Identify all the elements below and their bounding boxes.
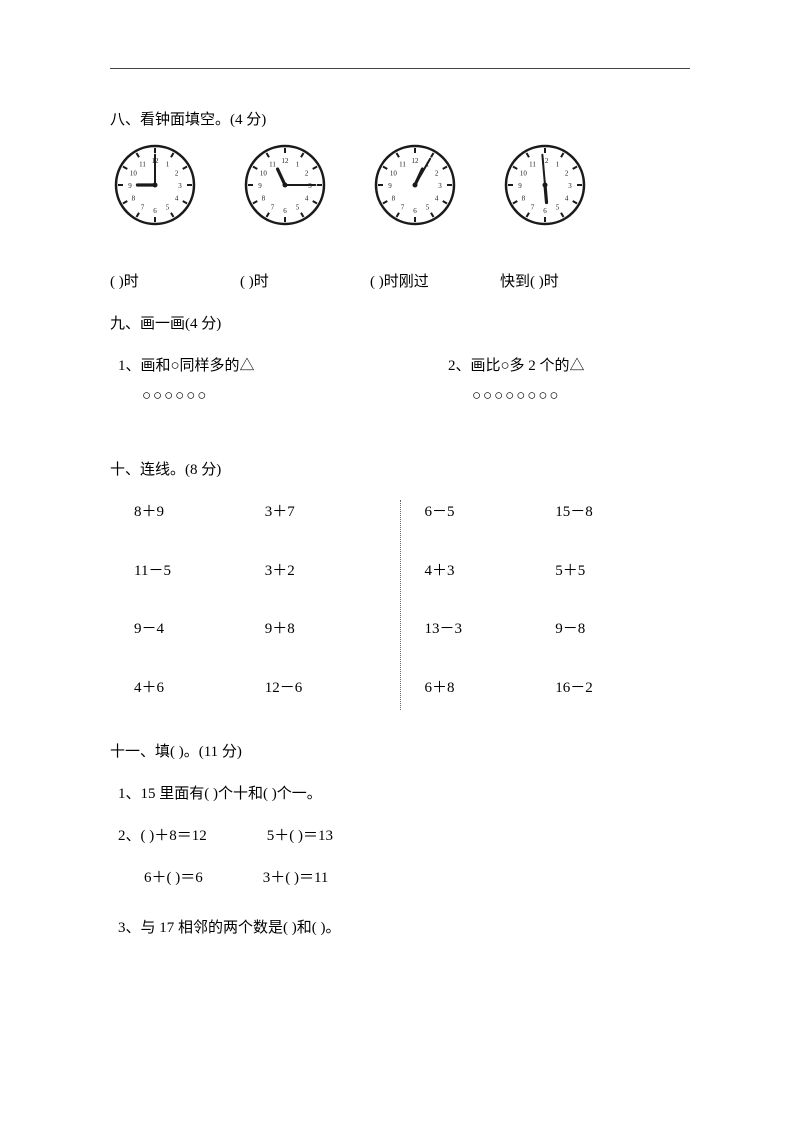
svg-text:11: 11 — [269, 160, 276, 168]
svg-text:8: 8 — [262, 195, 266, 203]
clock-label-3: ( )时刚过 — [370, 270, 500, 294]
q11-2c: 6＋( )＝6 — [144, 866, 203, 890]
connect-block: 8＋9 3＋7 11－5 3＋2 9－4 9＋8 4＋6 12－6 6－5 15… — [110, 496, 690, 710]
svg-text:2: 2 — [305, 170, 309, 178]
q11-3: 3、与 17 相邻的两个数是( )和( )。 — [118, 916, 690, 940]
svg-text:6: 6 — [283, 207, 287, 215]
clock-4: 121234567891011 — [500, 140, 590, 230]
svg-text:2: 2 — [435, 170, 439, 178]
svg-text:4: 4 — [305, 195, 309, 203]
section-11-title: 十一、填( )。(11 分) — [110, 740, 690, 764]
expr: 13－3 — [425, 617, 536, 648]
svg-text:3: 3 — [178, 182, 182, 190]
clock-3: 121234567891011 — [370, 140, 460, 230]
expr: 5＋5 — [555, 559, 666, 590]
svg-text:2: 2 — [175, 170, 179, 178]
svg-text:1: 1 — [296, 160, 300, 168]
svg-text:9: 9 — [388, 182, 392, 190]
q11-1: 1、15 里面有( )个十和( )个一。 — [118, 782, 690, 806]
svg-text:12: 12 — [282, 157, 290, 165]
clock-labels: ( )时 ( )时 ( )时刚过 快到( )时 — [110, 270, 690, 294]
svg-text:5: 5 — [556, 204, 560, 212]
svg-text:5: 5 — [426, 204, 430, 212]
svg-text:4: 4 — [435, 195, 439, 203]
svg-text:4: 4 — [175, 195, 179, 203]
svg-text:6: 6 — [413, 207, 417, 215]
svg-text:11: 11 — [529, 160, 536, 168]
svg-text:12: 12 — [412, 157, 420, 165]
svg-text:7: 7 — [141, 204, 145, 212]
svg-text:5: 5 — [296, 204, 300, 212]
svg-text:1: 1 — [556, 160, 560, 168]
svg-text:10: 10 — [390, 170, 398, 178]
expr: 11－5 — [134, 559, 245, 590]
q11-2a: 2、( )＋8＝12 — [118, 824, 207, 848]
q9-1-circles: ○○○○○○ — [142, 384, 360, 408]
clock-label-1: ( )时 — [110, 270, 240, 294]
section-8-title: 八、看钟面填空。(4 分) — [110, 108, 690, 132]
clock-1: 121234567891011 — [110, 140, 200, 230]
svg-text:7: 7 — [271, 204, 275, 212]
svg-text:6: 6 — [153, 207, 157, 215]
svg-text:11: 11 — [399, 160, 406, 168]
section-9-title: 九、画一画(4 分) — [110, 312, 690, 336]
expr: 4＋3 — [425, 559, 536, 590]
q9-1-label: 1、画和○同样多的△ — [118, 354, 360, 378]
svg-text:10: 10 — [260, 170, 268, 178]
expr: 4＋6 — [134, 676, 245, 707]
svg-text:10: 10 — [130, 170, 138, 178]
clock-row: 121234567891011 121234567891011 12123456… — [110, 140, 690, 230]
clock-label-2: ( )时 — [240, 270, 370, 294]
q11-2b: 5＋( )＝13 — [267, 824, 333, 848]
expr: 6＋8 — [425, 676, 536, 707]
svg-text:8: 8 — [522, 195, 526, 203]
svg-text:6: 6 — [543, 207, 547, 215]
connect-left: 8＋9 3＋7 11－5 3＋2 9－4 9＋8 4＋6 12－6 — [110, 496, 400, 710]
expr: 8＋9 — [134, 500, 245, 531]
svg-text:4: 4 — [565, 195, 569, 203]
q9-2-label: 2、画比○多 2 个的△ — [448, 354, 690, 378]
expr: 12－6 — [265, 676, 376, 707]
expr: 9－4 — [134, 617, 245, 648]
svg-text:9: 9 — [258, 182, 262, 190]
expr: 15－8 — [555, 500, 666, 531]
expr: 9＋8 — [265, 617, 376, 648]
expr: 3＋7 — [265, 500, 376, 531]
svg-text:9: 9 — [518, 182, 522, 190]
svg-text:3: 3 — [568, 182, 572, 190]
svg-text:1: 1 — [166, 160, 170, 168]
svg-text:11: 11 — [139, 160, 146, 168]
svg-text:3: 3 — [438, 182, 442, 190]
svg-text:5: 5 — [166, 204, 170, 212]
expr: 9－8 — [555, 617, 666, 648]
svg-text:2: 2 — [565, 170, 569, 178]
expr: 3＋2 — [265, 559, 376, 590]
svg-text:9: 9 — [128, 182, 132, 190]
clock-label-4: 快到( )时 — [500, 270, 630, 294]
svg-text:10: 10 — [520, 170, 528, 178]
q11-2d: 3＋( )＝11 — [263, 866, 329, 890]
connect-right: 6－5 15－8 4＋3 5＋5 13－3 9－8 6＋8 16－2 — [401, 496, 691, 710]
svg-text:8: 8 — [132, 195, 136, 203]
expr: 6－5 — [425, 500, 536, 531]
clock-2: 121234567891011 — [240, 140, 330, 230]
section-10-title: 十、连线。(8 分) — [110, 458, 690, 482]
expr: 16－2 — [555, 676, 666, 707]
q9-2-circles: ○○○○○○○○ — [472, 384, 690, 408]
svg-text:8: 8 — [392, 195, 396, 203]
svg-text:7: 7 — [531, 204, 535, 212]
horizontal-rule — [110, 68, 690, 69]
svg-text:7: 7 — [401, 204, 405, 212]
